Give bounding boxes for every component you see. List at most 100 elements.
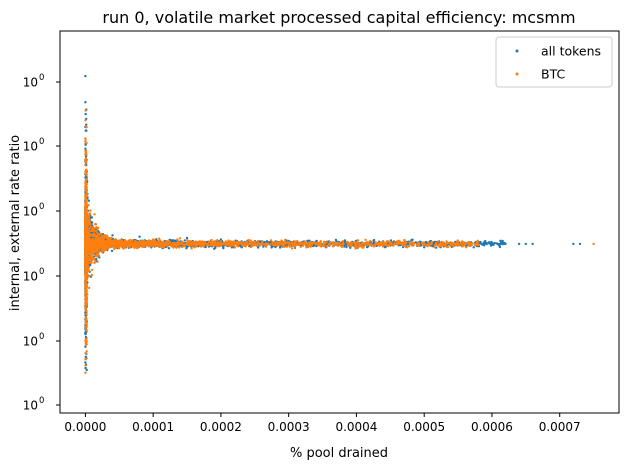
data-point-btc: [314, 242, 318, 246]
data-point-all-tokens: [372, 239, 375, 242]
data-point-btc: [247, 243, 250, 246]
data-point-btc: [327, 243, 330, 246]
data-point-btc: [151, 244, 154, 247]
data-point-btc: [427, 243, 430, 247]
data-point-all-tokens: [502, 242, 505, 245]
data-point-all-tokens: [87, 199, 91, 202]
data-point-btc: [462, 242, 465, 245]
data-point-btc: [92, 245, 96, 248]
data-point-btc: [430, 240, 434, 244]
data-point-btc: [84, 168, 88, 172]
data-point-btc: [285, 245, 289, 248]
data-point-btc: [273, 244, 276, 247]
data-point-btc: [95, 243, 99, 246]
data-point-btc: [445, 245, 448, 248]
data-point-btc: [434, 243, 437, 247]
data-point-all-tokens: [345, 245, 348, 249]
data-point-btc: [377, 241, 380, 244]
data-point-btc: [438, 245, 441, 248]
data-point-btc: [93, 213, 96, 216]
data-point-btc: [85, 191, 88, 195]
data-point-btc: [85, 279, 88, 282]
data-point-btc: [199, 242, 202, 246]
data-point-btc: [322, 240, 326, 243]
data-point-btc: [87, 274, 90, 278]
data-point-btc: [95, 236, 98, 239]
data-point-btc: [147, 242, 150, 246]
data-point-btc: [97, 233, 101, 236]
data-point-btc: [97, 250, 101, 253]
data-point-all-tokens: [308, 239, 311, 242]
data-point-btc: [84, 262, 88, 265]
data-point-btc: [88, 286, 91, 290]
data-point-btc: [92, 252, 95, 256]
data-point-all-tokens: [278, 246, 282, 249]
data-point-btc: [256, 239, 259, 243]
data-point-btc: [85, 189, 89, 192]
data-point-btc: [263, 243, 266, 246]
data-point-btc: [186, 242, 189, 245]
data-point-btc: [466, 241, 469, 245]
data-point-btc: [195, 243, 198, 246]
data-point-btc: [341, 245, 344, 248]
data-point-btc: [140, 239, 143, 243]
data-point-btc: [191, 242, 195, 246]
data-point-btc: [122, 246, 126, 249]
data-point-btc: [175, 241, 179, 245]
data-point-btc: [90, 273, 94, 277]
data-point-btc: [166, 240, 169, 243]
data-point-btc: [85, 142, 88, 145]
data-point-btc: [84, 258, 87, 261]
data-point-btc: [282, 243, 286, 246]
data-point-btc: [383, 242, 386, 245]
data-point-btc: [98, 240, 102, 243]
data-point-btc: [141, 243, 144, 247]
data-point-btc: [85, 227, 88, 230]
data-point-btc: [90, 254, 93, 257]
data-point-btc: [100, 242, 104, 245]
data-point-btc: [249, 239, 252, 242]
data-point-btc: [356, 239, 360, 242]
data-point-btc: [336, 244, 340, 247]
data-point-btc: [95, 241, 99, 244]
data-point-btc: [247, 238, 250, 242]
data-point-btc: [88, 220, 91, 223]
data-point-btc: [476, 242, 479, 245]
data-point-btc: [102, 236, 106, 239]
data-point-btc: [437, 240, 440, 243]
data-point-btc: [125, 243, 128, 246]
data-point-btc: [172, 243, 176, 246]
data-point-btc: [150, 241, 153, 244]
data-point-btc: [84, 306, 87, 310]
data-point-btc: [227, 242, 231, 245]
data-point-btc: [227, 239, 230, 242]
data-point-btc: [84, 265, 87, 268]
data-point-btc: [98, 243, 101, 247]
data-point-btc: [85, 312, 88, 316]
data-point-btc: [84, 234, 88, 237]
data-point-btc: [84, 153, 87, 156]
data-point-btc: [114, 242, 117, 245]
data-point-btc: [214, 240, 217, 243]
data-point-btc: [250, 245, 253, 248]
data-point-btc: [85, 298, 89, 301]
data-point-btc: [85, 350, 88, 353]
data-point-btc: [85, 208, 88, 211]
data-point-btc: [276, 244, 279, 247]
data-point-all-tokens: [222, 246, 225, 249]
data-point-btc: [460, 245, 464, 248]
data-point-btc: [107, 245, 110, 248]
data-point-btc: [269, 239, 273, 242]
data-point-btc: [144, 244, 147, 248]
data-point-all-tokens: [186, 245, 189, 249]
data-point-btc: [138, 240, 141, 243]
data-point-btc: [417, 241, 420, 244]
data-point-btc: [90, 238, 94, 241]
chart-title: run 0, volatile market processed capital…: [102, 8, 575, 27]
data-point-all-tokens: [85, 368, 88, 372]
data-point-btc: [194, 241, 197, 244]
data-point-btc: [231, 244, 235, 247]
data-point-all-tokens: [138, 235, 141, 238]
data-point-btc: [470, 244, 473, 247]
